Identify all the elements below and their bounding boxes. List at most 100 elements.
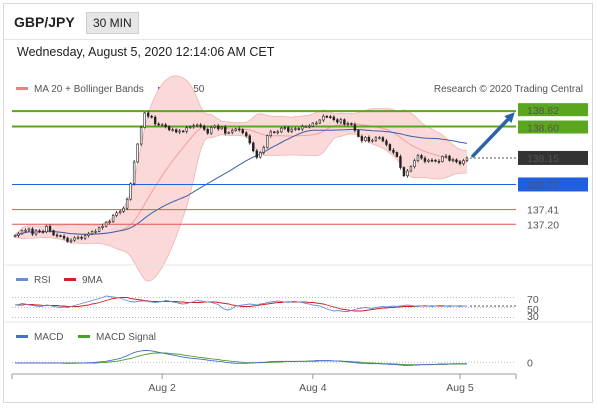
candle-body: [245, 132, 248, 137]
candle-body: [115, 212, 118, 216]
legend-swatch-macd-signal: [78, 335, 90, 338]
candle-body: [262, 147, 265, 153]
research-credit: Research © 2020 Trading Central: [434, 84, 583, 95]
candle-body: [304, 126, 308, 128]
candle-body: [62, 235, 66, 239]
candle-body: [346, 123, 350, 125]
candle-body: [80, 236, 83, 239]
candle-body: [357, 130, 360, 137]
candle-body: [353, 124, 357, 131]
level-label-pivot: 137.77: [527, 179, 559, 191]
macd-line: [15, 350, 467, 366]
bollinger-lower-line: [14, 133, 467, 282]
candle-body: [27, 228, 31, 231]
candle-body: [350, 123, 353, 125]
timeframe-button[interactable]: 30 MIN: [86, 12, 139, 34]
candle-body: [276, 131, 279, 134]
candle-body: [94, 231, 97, 233]
candle-body: [111, 215, 115, 222]
candle-body: [420, 155, 423, 159]
candle-body: [136, 143, 139, 163]
candle-body: [308, 125, 311, 128]
candle-body: [66, 237, 69, 242]
candle-body: [129, 183, 132, 200]
candle-body: [220, 126, 223, 130]
candle-body: [73, 237, 76, 241]
candle-body: [167, 126, 171, 131]
candle-body: [13, 235, 17, 238]
candle-body: [392, 149, 395, 153]
candle-body: [385, 140, 388, 145]
candle-body: [210, 127, 213, 134]
level-tag-resistance: [518, 120, 588, 134]
candle-body: [406, 170, 409, 177]
level-label-resistance: 138.82: [527, 105, 559, 117]
candle-body: [255, 150, 258, 158]
candle-body: [294, 128, 297, 130]
candle-body: [97, 227, 101, 232]
candle-body: [132, 161, 136, 184]
candle-body: [297, 128, 301, 130]
candle-body: [399, 156, 402, 168]
candle-body: [69, 239, 73, 242]
candle-body: [371, 139, 374, 142]
legend-label-ma20: MA 20 + Bollinger Bands: [34, 84, 144, 95]
candle-body: [451, 159, 455, 162]
candle-body: [181, 130, 185, 133]
candle-body: [146, 112, 150, 117]
candle-body: [252, 142, 255, 152]
candle-body: [227, 131, 230, 134]
candle-body: [273, 131, 276, 134]
candle-body: [248, 135, 251, 144]
candle-body: [360, 136, 364, 142]
x-tick-label: Aug 5: [446, 382, 474, 394]
last-price-tag: [518, 150, 588, 165]
candle-body: [213, 125, 216, 128]
x-axis: Aug 2 Aug 4 Aug 5: [11, 374, 517, 394]
candle-body: [101, 225, 104, 228]
candle-body: [329, 116, 332, 118]
legend-swatch-9ma: [64, 278, 76, 281]
level-label-support: 137.20: [527, 219, 559, 231]
candle-body: [17, 233, 20, 236]
candle-body: [122, 207, 125, 212]
candle-body: [45, 226, 48, 233]
rsi-line: [14, 295, 467, 312]
candle-body: [196, 124, 199, 127]
candle-body: [76, 236, 80, 239]
rsi-level-label: 30: [527, 311, 539, 323]
chart-datetime: Wednesday, August 5, 2020 12:14:06 AM CE…: [17, 45, 275, 59]
bollinger-band-area: [15, 75, 467, 282]
candle-body: [441, 156, 444, 162]
candle-body: [34, 230, 38, 235]
legend-label-macd: MACD: [34, 332, 63, 343]
candle-body: [395, 152, 399, 157]
level-tag-resistance: [518, 103, 588, 117]
candle-body: [203, 125, 206, 130]
candle-body: [234, 128, 237, 131]
candle-body: [388, 144, 392, 151]
candle-body: [59, 235, 62, 237]
candle-body: [192, 125, 195, 128]
candle-body: [364, 137, 367, 142]
header-divider: [4, 39, 592, 40]
last-price-label: 138.15: [527, 153, 559, 165]
candle-body: [87, 233, 90, 236]
candle-body: [108, 221, 111, 223]
rsi-level-label: 70: [527, 294, 539, 306]
candle-body: [104, 221, 108, 227]
rsi-ma-line: [15, 297, 467, 312]
level-label-resistance: 138.60: [527, 123, 559, 135]
candle-body: [336, 119, 339, 123]
legend-swatch-rsi: [16, 278, 28, 281]
candle-body: [462, 160, 465, 165]
candle-body: [231, 130, 234, 133]
candle-body: [48, 226, 52, 231]
candle-body: [55, 234, 59, 237]
macd-panel: 0: [12, 350, 533, 369]
candle-body: [413, 160, 416, 167]
candle-body: [434, 159, 437, 162]
candle-body: [139, 127, 143, 145]
